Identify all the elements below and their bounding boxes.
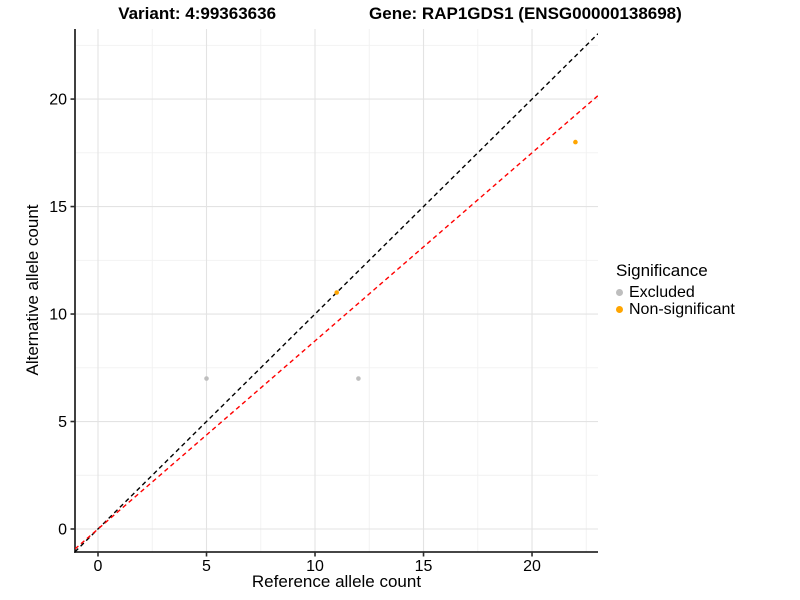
legend-item-excluded: Excluded — [616, 284, 735, 301]
x-tick-label: 10 — [306, 558, 324, 575]
y-tick-label: 10 — [49, 307, 67, 324]
legend-item-non-significant: Non-significant — [616, 301, 735, 318]
y-tick-label: 15 — [49, 199, 67, 216]
legend-item-label: Excluded — [629, 283, 695, 301]
data-point-excluded — [204, 376, 209, 381]
x-tick-label: 20 — [523, 558, 541, 575]
data-point-non-significant — [573, 139, 578, 145]
legend: Significance Excluded Non-significant — [616, 261, 735, 318]
y-tick-label: 0 — [58, 521, 67, 538]
y-tick-label: 20 — [49, 92, 67, 109]
legend-item-label: Non-significant — [629, 300, 735, 318]
x-tick-label: 15 — [415, 558, 433, 575]
x-tick-label: 0 — [94, 558, 103, 575]
identity-line — [75, 33, 598, 552]
non-significant-dot-icon — [616, 306, 623, 313]
x-axis-title: Reference allele count — [251, 572, 422, 591]
plot-title: Variant: 4:99363636 Gene: RAP1GDS1 (ENSG… — [0, 4, 800, 24]
x-tick-label: 5 — [202, 558, 211, 575]
data-point-excluded — [356, 376, 361, 381]
y-axis-title: Alternative allele count — [23, 204, 42, 376]
data-point-non-significant — [334, 290, 340, 295]
gene-title: Gene: RAP1GDS1 (ENSG00000138698) — [369, 4, 682, 23]
variant-title: Variant: 4:99363636 — [118, 4, 277, 23]
y-tick-label: 5 — [58, 414, 67, 431]
legend-title: Significance — [616, 261, 708, 280]
excluded-dot-icon — [616, 289, 623, 296]
expected-ratio-line — [75, 95, 598, 550]
